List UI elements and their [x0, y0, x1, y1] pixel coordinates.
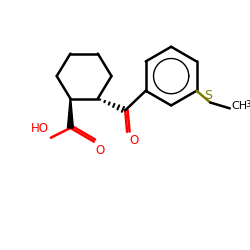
Text: 3: 3: [246, 100, 250, 109]
Text: HO: HO: [31, 122, 49, 135]
Text: O: O: [129, 134, 138, 147]
Text: CH: CH: [232, 102, 248, 112]
Text: O: O: [96, 144, 105, 156]
Polygon shape: [68, 98, 73, 128]
Text: S: S: [204, 88, 212, 102]
